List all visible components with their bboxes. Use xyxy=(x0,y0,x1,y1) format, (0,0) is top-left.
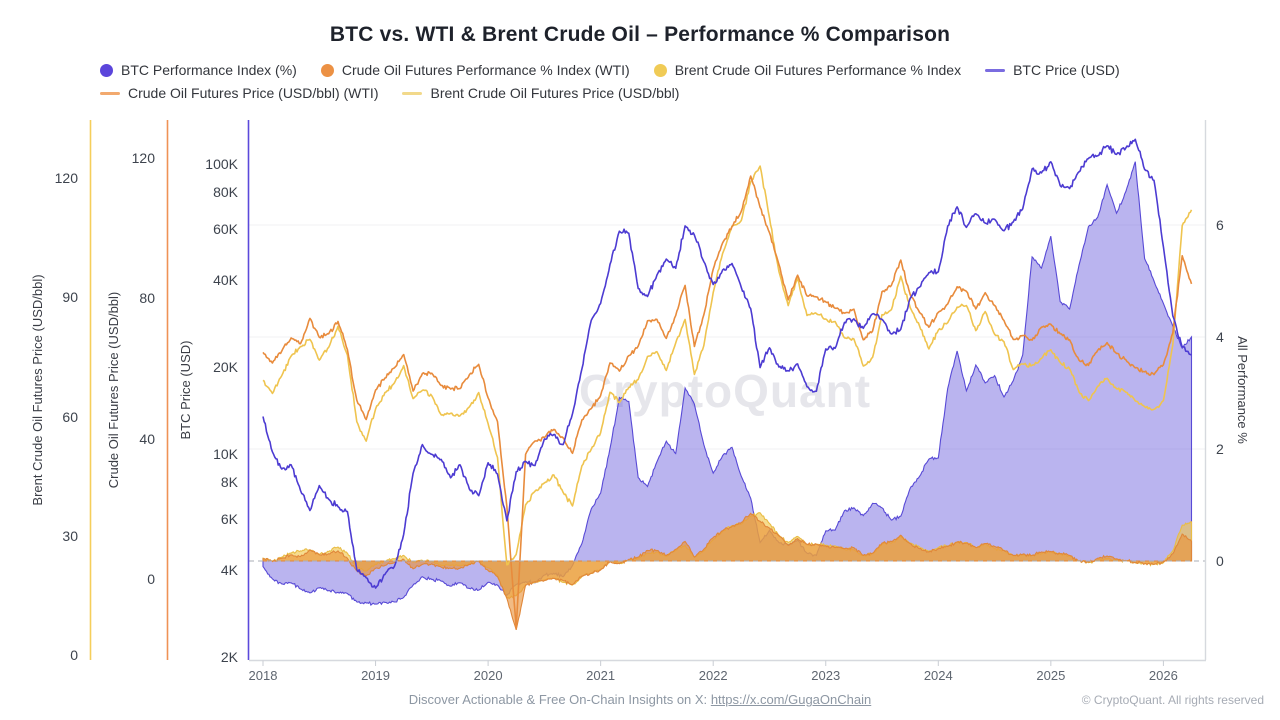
btc-axis-title: BTC Price (USD) xyxy=(178,340,193,440)
x-axis-tick-label: 2026 xyxy=(1148,668,1178,683)
crude-oil-futures-price-usd-bbl-wti--line xyxy=(262,175,1193,629)
legend-item-label: BTC Performance Index (%) xyxy=(121,62,297,78)
btc-axis-tick-label: 6K xyxy=(220,510,238,527)
legend-item-4[interactable]: Crude Oil Futures Price (USD/bbl) (WTI) xyxy=(100,85,378,101)
x-axis-tick-label: 2020 xyxy=(473,668,503,683)
footer-promo: Discover Actionable & Free On-Chain Insi… xyxy=(0,692,1280,707)
page-title: BTC vs. WTI & Brent Crude Oil – Performa… xyxy=(329,23,951,46)
legend-item-label: Crude Oil Futures Price (USD/bbl) (WTI) xyxy=(128,85,379,101)
legend-item-1[interactable]: Crude Oil Futures Performance % Index (W… xyxy=(320,62,630,78)
legend-item-label: BTC Price (USD) xyxy=(1013,62,1120,78)
crude-oil-futures-performance-index-wti--area xyxy=(262,512,1193,631)
btc-axis-tick-label: 100K xyxy=(205,156,238,173)
legend-item-0[interactable]: BTC Performance Index (%) xyxy=(100,62,297,78)
x-axis-tick-label: 2023 xyxy=(811,668,841,683)
legend-item-2[interactable]: Brent Crude Oil Futures Performance % In… xyxy=(653,62,962,78)
performance-axis-tick-label: 2 xyxy=(1216,441,1224,457)
wti-axis-tick-label: 80 xyxy=(139,290,155,306)
brent-axis-tick-label: 60 xyxy=(62,408,78,425)
wti-axis-title: Crude Oil Futures Price (USD/bbl) xyxy=(106,291,121,489)
x-axis-tick-label: 2021 xyxy=(586,668,616,683)
legend-item-label: Crude Oil Futures Performance % Index (W… xyxy=(341,62,630,78)
performance-axis-title: All Performance % xyxy=(1235,336,1250,444)
brent-crude-oil-futures-price-usd-bbl--line xyxy=(262,165,1193,566)
btc-performance-index--area xyxy=(262,161,1193,607)
footer-promo-text: Discover Actionable & Free On-Chain Insi… xyxy=(408,692,708,707)
btc-price-usd--line xyxy=(262,138,1192,589)
btc-axis-tick-label: 60K xyxy=(213,220,238,237)
watermark: CryptoQuant xyxy=(578,365,872,417)
wti-axis-tick-label: 40 xyxy=(139,430,155,447)
x-axis-tick-label: 2022 xyxy=(698,668,728,683)
wti-axis-tick-label: 0 xyxy=(147,571,155,587)
brent-axis-tick-label: 0 xyxy=(70,647,78,663)
legend-line-icon xyxy=(100,91,120,95)
legend-dot-icon xyxy=(320,63,334,77)
btc-axis-tick-label: 10K xyxy=(213,446,238,463)
legend-dot-icon xyxy=(100,63,113,77)
brent-axis-tick-label: 90 xyxy=(62,289,78,306)
legend-line-icon xyxy=(985,68,1006,72)
brent-axis-tick-label: 30 xyxy=(62,527,78,544)
legend-dot-icon xyxy=(653,63,667,77)
x-axis-tick-label: 2018 xyxy=(248,668,278,683)
performance-axis-tick-label: 0 xyxy=(1216,553,1224,569)
performance-axis-tick-label: 6 xyxy=(1216,217,1224,233)
brent-axis-title: Brent Crude Oil Futures Price (USD/bbl) xyxy=(30,274,45,506)
footer-promo-link[interactable]: https://x.com/GugaOnChain xyxy=(710,692,872,707)
legend-item-label: Brent Crude Oil Futures Performance % In… xyxy=(674,62,962,78)
legend-item-label: Brent Crude Oil Futures Price (USD/bbl) xyxy=(430,85,680,101)
btc-axis-tick-label: 2K xyxy=(220,649,238,665)
x-axis-tick-label: 2019 xyxy=(361,668,390,683)
btc-axis-tick-label: 40K xyxy=(213,271,238,288)
x-axis-tick-label: 2025 xyxy=(1036,668,1066,683)
x-axis-tick-label: 2024 xyxy=(923,668,953,683)
legend-item-3[interactable]: BTC Price (USD) xyxy=(985,62,1120,78)
legend-item-5[interactable]: Brent Crude Oil Futures Price (USD/bbl) xyxy=(402,85,679,101)
wti-axis-tick-label: 120 xyxy=(131,149,155,166)
footer-copyright: © CryptoQuant. All rights reserved xyxy=(1081,693,1264,707)
btc-axis-tick-label: 80K xyxy=(213,184,238,201)
btc-axis-tick-label: 8K xyxy=(220,474,238,491)
chart-legend: BTC Performance Index (%) Crude Oil Futur… xyxy=(100,62,1200,101)
btc-axis-tick-label: 20K xyxy=(213,359,238,375)
brent-axis-tick-label: 120 xyxy=(54,170,78,186)
btc-axis-tick-label: 4K xyxy=(220,561,238,578)
performance-axis-tick-label: 4 xyxy=(1216,329,1224,345)
legend-line-icon xyxy=(402,91,423,95)
